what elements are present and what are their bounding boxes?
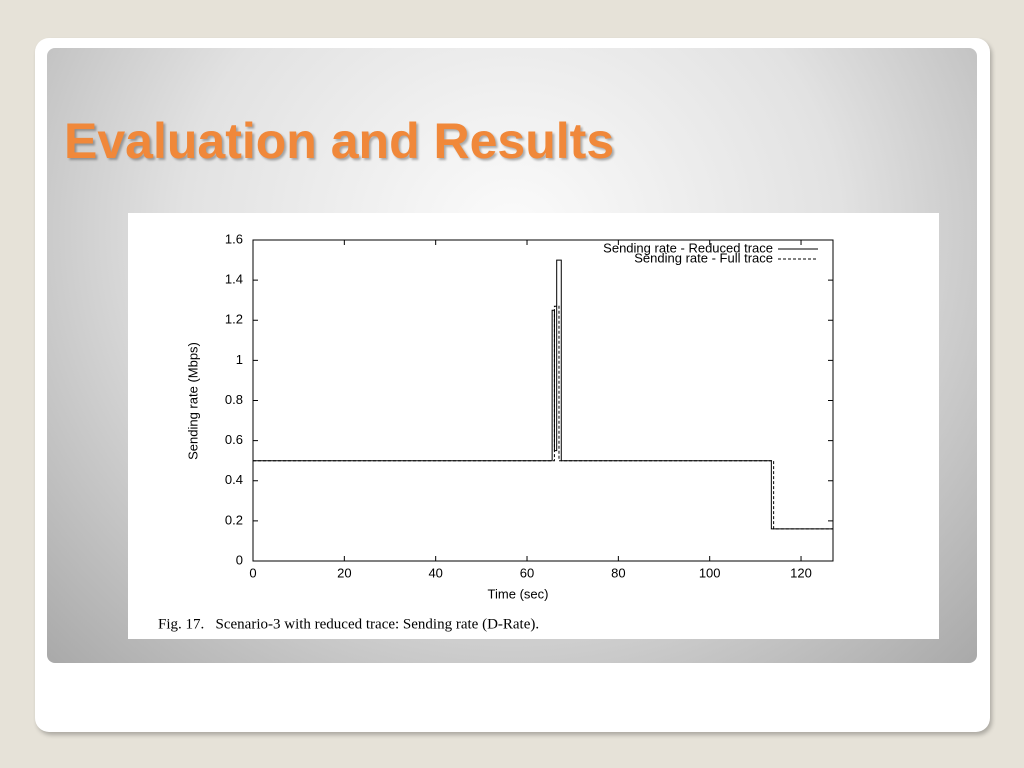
chart: Time (sec) Sending rate (Mbps) Fig. 17. …: [128, 213, 939, 639]
y-tick-label: 1: [236, 352, 243, 367]
x-tick-label: 60: [520, 565, 534, 580]
x-axis-label: Time (sec): [488, 586, 549, 601]
legend-label: Sending rate - Reduced trace: [603, 240, 773, 255]
y-tick-label: 0.4: [225, 472, 243, 487]
y-tick-label: 0.6: [225, 432, 243, 447]
plot-frame: [252, 239, 834, 562]
y-tick-label: 0.2: [225, 512, 243, 527]
caption: Fig. 17. Scenario-3 with reduced trace: …: [158, 616, 539, 632]
x-tick-label: 0: [249, 565, 256, 580]
y-tick-label: 0: [236, 552, 243, 567]
y-tick-label: 1.6: [225, 231, 243, 246]
y-tick-label: 1.2: [225, 312, 243, 327]
y-tick-label: 1.4: [225, 272, 243, 287]
x-tick-label: 80: [611, 565, 625, 580]
x-tick-label: 40: [428, 565, 442, 580]
series-line: [253, 259, 833, 530]
x-tick-label: 120: [790, 565, 812, 580]
legend-label: Sending rate - Full trace: [634, 250, 773, 265]
y-axis-label: Sending rate (Mbps): [185, 342, 200, 460]
x-tick-label: 20: [337, 565, 351, 580]
series-line: [253, 305, 833, 530]
x-tick-label: 100: [699, 565, 721, 580]
slide-title: Evaluation and Results: [64, 113, 615, 169]
y-tick-label: 0.8: [225, 392, 243, 407]
